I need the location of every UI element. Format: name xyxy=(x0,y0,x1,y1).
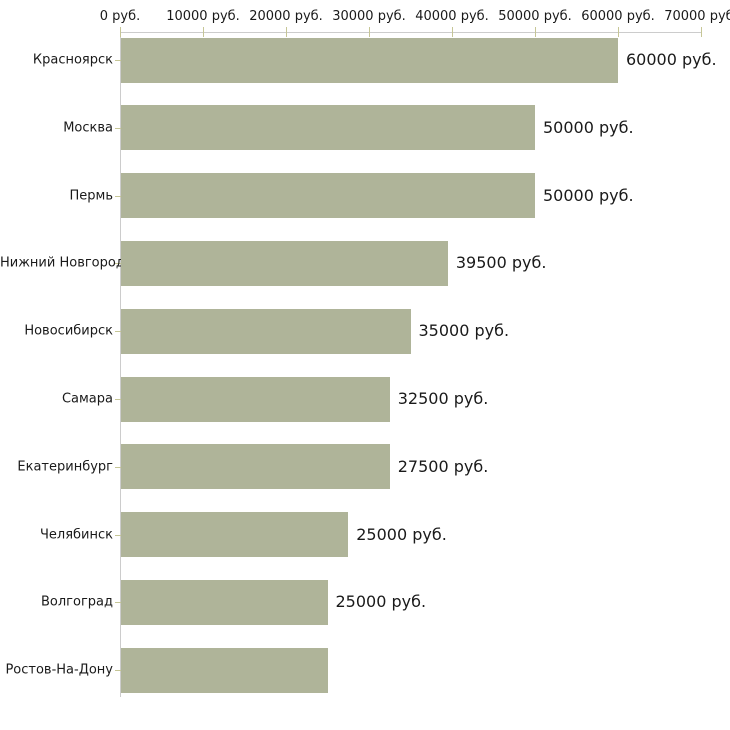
bar xyxy=(121,173,535,219)
bar xyxy=(121,579,328,625)
bar xyxy=(121,647,328,693)
x-axis-tick-mark xyxy=(452,27,453,37)
x-axis-tick-mark xyxy=(535,27,536,37)
x-axis-tick-label: 30000 руб. xyxy=(332,9,406,24)
category-label: Новосибирск xyxy=(24,323,113,339)
bar xyxy=(121,37,618,83)
bar-value-label: 50000 руб. xyxy=(543,185,634,205)
y-axis-tick-mark xyxy=(115,535,121,536)
y-axis-tick-mark xyxy=(115,399,121,400)
category-label: Самара xyxy=(61,391,113,407)
bar xyxy=(121,376,390,422)
bar-value-label: 35000 руб. xyxy=(418,321,510,341)
x-axis-tick-label: 70000 руб. xyxy=(664,9,730,24)
y-axis-tick-mark xyxy=(115,467,121,468)
y-axis-tick-mark xyxy=(115,331,121,332)
x-axis-tick-label: 10000 руб. xyxy=(166,9,240,24)
x-axis-tick-mark xyxy=(618,27,619,37)
bar xyxy=(121,444,390,490)
category-label: Пермь xyxy=(69,188,114,204)
x-axis-tick-mark xyxy=(701,27,702,37)
y-axis-tick-mark xyxy=(115,602,121,603)
x-axis-tick-label: 20000 руб. xyxy=(249,9,323,24)
x-axis-tick-mark xyxy=(286,27,287,37)
bar xyxy=(121,105,535,151)
category-label: Красноярск xyxy=(32,52,113,68)
y-axis-tick-mark xyxy=(115,670,121,671)
bar-value-label: 60000 руб. xyxy=(626,50,717,69)
bar xyxy=(121,512,349,558)
category-label: Ростов-На-Дону xyxy=(5,662,113,678)
x-axis-tick-label: 60000 руб. xyxy=(581,9,655,24)
x-axis-tick-mark xyxy=(203,27,204,37)
category-label: Екатеринбург xyxy=(17,459,113,475)
bar-value-label: 27500 руб. xyxy=(397,456,489,476)
bar xyxy=(121,308,411,354)
y-axis-tick-mark xyxy=(115,60,121,61)
category-label: Нижний Новгород xyxy=(0,255,125,271)
bar-value-label: 25000 руб. xyxy=(356,524,447,544)
y-axis-tick-mark xyxy=(115,196,121,197)
bar-value-label: 32500 руб. xyxy=(397,389,489,408)
x-axis-line xyxy=(120,32,702,33)
x-axis-tick-label: 50000 руб. xyxy=(498,9,572,24)
x-axis-tick-label: 0 руб. xyxy=(99,9,141,24)
category-label: Волгоград xyxy=(40,594,113,610)
x-axis-tick-mark xyxy=(369,27,370,37)
bar-value-label: 50000 руб. xyxy=(543,117,634,137)
bar-value-label: 39500 руб. xyxy=(455,253,547,273)
category-label: Москва xyxy=(63,120,113,136)
category-label: Челябинск xyxy=(39,527,113,543)
bar-value-label: 25000 руб. xyxy=(335,592,427,612)
x-axis-tick-label: 40000 руб. xyxy=(415,9,489,24)
y-axis-tick-mark xyxy=(115,128,121,129)
x-axis-tick-mark xyxy=(120,27,121,37)
bar xyxy=(121,240,448,286)
y-axis-line xyxy=(120,32,121,697)
y-axis-tick-mark xyxy=(115,263,121,264)
